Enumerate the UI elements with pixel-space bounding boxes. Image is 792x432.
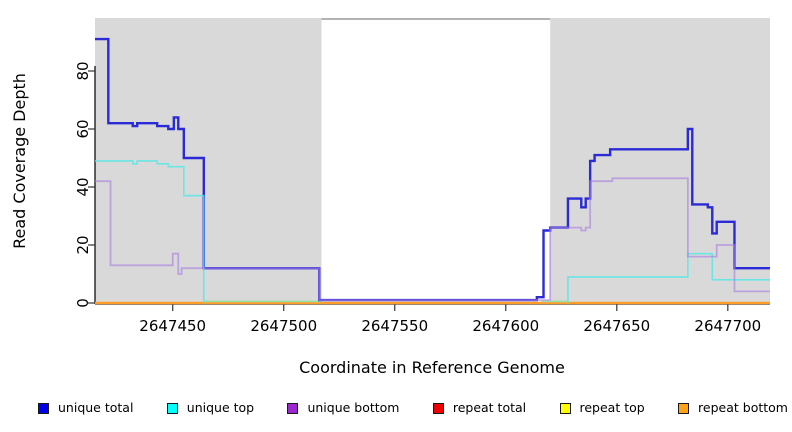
legend-label: repeat total xyxy=(452,399,527,415)
legend-swatch-icon xyxy=(287,402,299,414)
legend-item-repeat-top: repeat top xyxy=(559,399,645,415)
y-tick-label: 40 xyxy=(74,177,92,196)
legend-item-unique-top: unique top xyxy=(166,399,255,415)
plot-dynamic-layer: 2647450 2647500 2647550 2647600 2647650 26477… xyxy=(74,18,770,335)
x-tick-label: 2647550 xyxy=(361,317,428,335)
y-tick-label: 20 xyxy=(74,235,92,254)
x-tick-label: 2647650 xyxy=(583,317,650,335)
legend-item-repeat-bottom: repeat bottom xyxy=(678,399,788,415)
legend-swatch-icon xyxy=(559,402,571,414)
x-tick-label: 2647450 xyxy=(139,317,206,335)
x-axis-title: Coordinate in Reference Genome xyxy=(299,358,565,377)
legend-swatch-icon xyxy=(678,402,690,414)
x-tick-label: 2647500 xyxy=(250,317,317,335)
legend-item-unique-total: unique total xyxy=(38,399,134,415)
legend-swatch-icon xyxy=(38,402,49,414)
legend-label: repeat top xyxy=(579,399,645,415)
y-axis-title: Read Coverage Depth xyxy=(10,73,29,249)
legend: unique total unique top unique bottom repea… xyxy=(38,397,788,419)
shaded-region xyxy=(550,18,770,304)
y-tick-label: 60 xyxy=(74,119,92,138)
x-tick-label: 2647700 xyxy=(694,317,761,335)
x-tick-label: 2647600 xyxy=(472,317,539,335)
series-path-unique-bottom xyxy=(95,177,770,301)
y-tick-label: 0 xyxy=(74,298,92,308)
legend-label: unique top xyxy=(186,399,255,415)
legend-swatch-icon xyxy=(166,402,178,414)
legend-label: unique bottom xyxy=(307,399,400,415)
legend-label: unique total xyxy=(58,399,134,415)
legend-item-repeat-total: repeat total xyxy=(432,399,527,415)
legend-swatch-icon xyxy=(432,402,444,414)
y-tick-label: 80 xyxy=(74,61,92,80)
legend-label: repeat bottom xyxy=(698,399,788,415)
legend-item-unique-bottom: unique bottom xyxy=(287,399,400,415)
